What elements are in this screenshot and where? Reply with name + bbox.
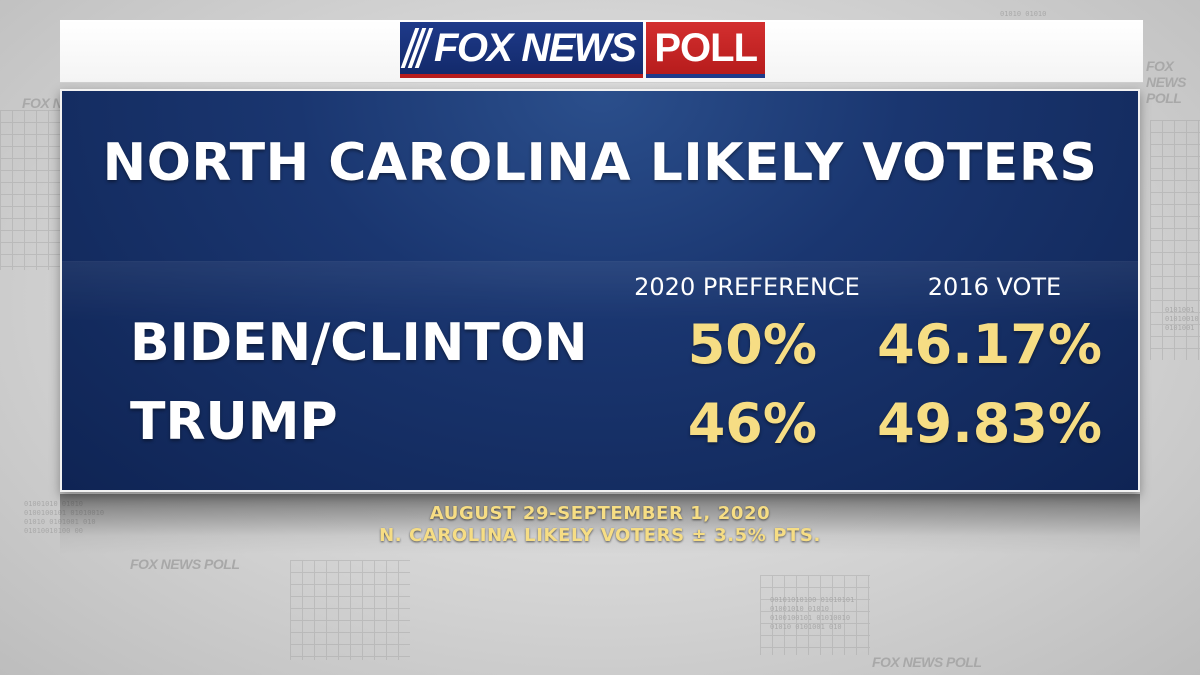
value-biden-2020: 50%: [687, 313, 817, 376]
value-clinton-2016: 46.17%: [877, 313, 1102, 376]
row-label-trump: TRUMP: [130, 392, 338, 452]
value-trump-2016: 49.83%: [877, 392, 1102, 455]
background-watermark: FOX NEWS POLL: [130, 556, 240, 572]
background-grid: [0, 110, 60, 270]
background-grid: [1150, 120, 1200, 360]
background-watermark: FOX NEWS POLL: [1146, 58, 1187, 106]
fox-slash-icon: [400, 28, 434, 68]
panel-reflection: [60, 494, 1140, 554]
footnote-sample: N. CAROLINA LIKELY VOTERS ± 3.5% PTS.: [379, 525, 821, 546]
value-trump-2020: 46%: [687, 392, 817, 455]
poll-results-panel: NORTH CAROLINA LIKELY VOTERS 2020 PREFER…: [60, 89, 1140, 492]
fox-news-label: FOX NEWS: [434, 26, 637, 70]
poll-badge: POLL: [646, 22, 766, 78]
fox-news-poll-logo: FOX NEWS POLL: [400, 22, 766, 78]
poll-label: POLL: [654, 26, 758, 70]
row-label-biden-clinton: BIDEN/CLINTON: [130, 313, 588, 373]
background-grid: [290, 560, 410, 660]
column-header-2020-preference: 2020 PREFERENCE: [634, 273, 860, 301]
background-grid: [760, 575, 870, 655]
column-header-2016-vote: 2016 VOTE: [927, 273, 1062, 301]
background-watermark: FOX NEWS POLL: [872, 654, 982, 670]
background-digits: 0101001 01010010 0101001: [1165, 306, 1199, 332]
background-digits: 00101010100 01010101 01001010 01010 0100…: [770, 596, 855, 631]
panel-title: NORTH CAROLINA LIKELY VOTERS: [102, 133, 1098, 193]
fox-news-wordmark: FOX NEWS: [400, 22, 644, 78]
panel-shine: [62, 261, 1138, 322]
footnote-dates: AUGUST 29-SEPTEMBER 1, 2020: [429, 503, 771, 524]
